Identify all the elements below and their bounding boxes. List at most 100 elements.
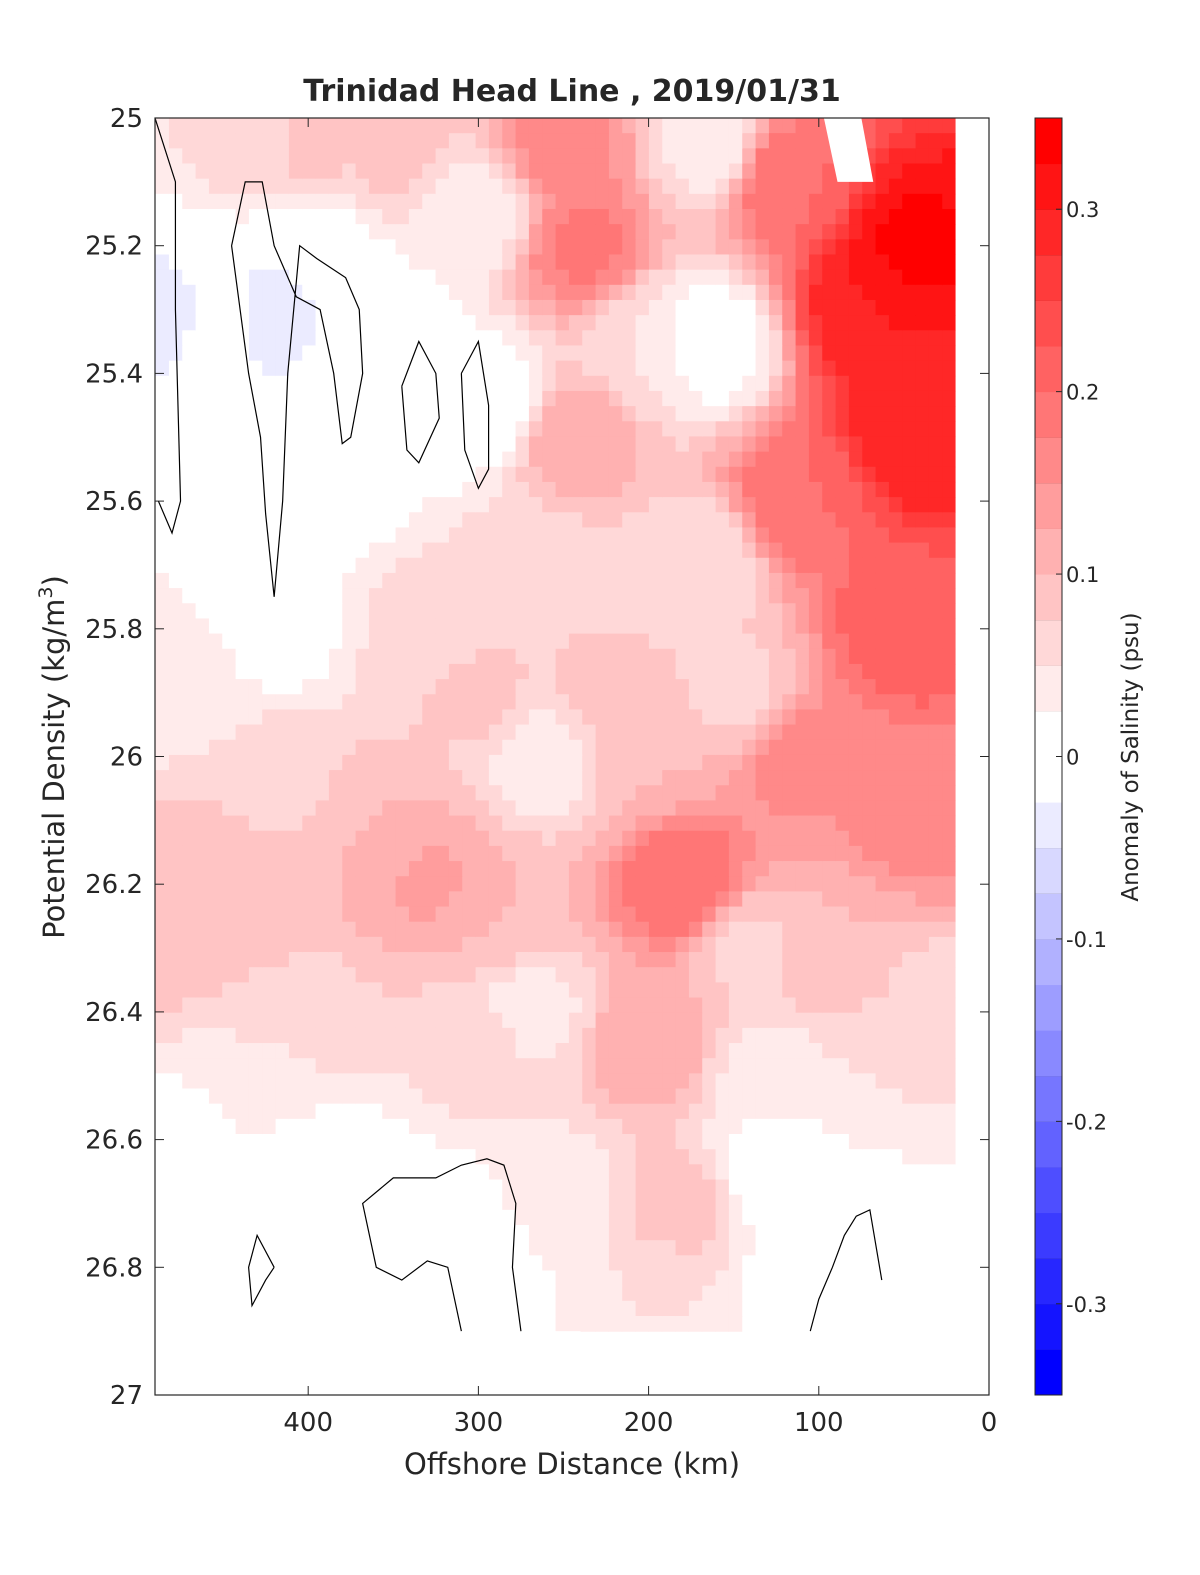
heatmap-cell bbox=[461, 679, 476, 695]
heatmap-cell bbox=[274, 1240, 289, 1256]
heatmap-cell bbox=[688, 572, 703, 589]
heatmap-cell bbox=[754, 284, 769, 301]
heatmap-cell bbox=[568, 118, 583, 134]
heatmap-cell bbox=[408, 845, 423, 862]
heatmap-cell bbox=[288, 739, 303, 756]
heatmap-cell bbox=[528, 1103, 543, 1120]
heatmap-cell bbox=[568, 178, 583, 195]
heatmap-cell bbox=[781, 830, 796, 847]
heatmap-cell bbox=[594, 118, 609, 134]
heatmap-cell bbox=[874, 1224, 889, 1241]
heatmap-cell bbox=[528, 1255, 543, 1272]
heatmap-cell bbox=[421, 982, 436, 999]
heatmap-cell bbox=[634, 1134, 649, 1150]
heatmap-cell bbox=[234, 481, 249, 498]
heatmap-cell bbox=[234, 1300, 249, 1317]
heatmap-cell bbox=[248, 254, 263, 271]
heatmap-cell bbox=[541, 1224, 556, 1241]
heatmap-cell bbox=[448, 1270, 463, 1287]
heatmap-cell bbox=[634, 557, 649, 574]
heatmap-cell bbox=[608, 1270, 623, 1287]
heatmap-cell bbox=[461, 952, 476, 968]
heatmap-cell bbox=[941, 178, 956, 195]
heatmap-cell bbox=[741, 451, 756, 468]
heatmap-cell bbox=[274, 527, 289, 544]
heatmap-cell bbox=[208, 724, 223, 741]
heatmap-cell bbox=[608, 603, 623, 620]
heatmap-cell bbox=[794, 269, 809, 286]
heatmap-cell bbox=[341, 497, 356, 513]
heatmap-cell bbox=[221, 466, 236, 483]
heatmap-cell bbox=[421, 845, 436, 862]
heatmap-cell bbox=[861, 694, 876, 711]
heatmap-cell bbox=[514, 1209, 529, 1226]
heatmap-cell bbox=[528, 572, 543, 589]
heatmap-cell bbox=[581, 1270, 596, 1287]
heatmap-cell bbox=[661, 436, 676, 453]
heatmap-cell bbox=[794, 299, 809, 316]
heatmap-cell bbox=[221, 254, 236, 271]
heatmap-cell bbox=[408, 254, 423, 271]
heatmap-cell bbox=[594, 315, 609, 331]
heatmap-cell bbox=[194, 800, 209, 817]
heatmap-cell bbox=[408, 876, 423, 892]
heatmap-cell bbox=[448, 542, 463, 559]
heatmap-cell bbox=[861, 800, 876, 817]
heatmap-cell bbox=[674, 785, 689, 801]
heatmap-cell bbox=[568, 224, 583, 240]
heatmap-cell bbox=[341, 557, 356, 574]
heatmap-cell bbox=[914, 390, 929, 407]
heatmap-cell bbox=[368, 208, 383, 225]
heatmap-cell bbox=[514, 694, 529, 711]
heatmap-cell bbox=[421, 663, 436, 680]
heatmap-cell bbox=[928, 906, 943, 923]
heatmap-cell bbox=[208, 1027, 223, 1044]
heatmap-cell bbox=[941, 1194, 956, 1211]
heatmap-cell bbox=[608, 815, 623, 832]
heatmap-cell bbox=[248, 1315, 263, 1332]
heatmap-cell bbox=[901, 618, 916, 635]
heatmap-cell bbox=[754, 254, 769, 271]
heatmap-cell bbox=[634, 315, 649, 331]
heatmap-cell bbox=[741, 497, 756, 513]
heatmap-cell bbox=[488, 952, 503, 968]
heatmap-cell bbox=[621, 148, 636, 165]
heatmap-cell bbox=[634, 390, 649, 407]
heatmap-cell bbox=[274, 1194, 289, 1211]
heatmap-cell bbox=[541, 572, 556, 589]
heatmap-cell bbox=[234, 572, 249, 589]
heatmap-cell bbox=[368, 952, 383, 968]
heatmap-cell bbox=[168, 861, 183, 877]
heatmap-cell bbox=[288, 1103, 303, 1120]
heatmap-cell bbox=[621, 193, 636, 210]
heatmap-cell bbox=[941, 1073, 956, 1090]
heatmap-cell bbox=[808, 1255, 823, 1272]
heatmap-cell bbox=[568, 1315, 583, 1332]
heatmap-cell bbox=[901, 572, 916, 589]
heatmap-cell bbox=[888, 466, 903, 483]
heatmap-cell bbox=[768, 876, 783, 892]
heatmap-cell bbox=[888, 982, 903, 999]
heatmap-cell bbox=[688, 118, 703, 134]
heatmap-cell bbox=[434, 497, 449, 513]
heatmap-cell bbox=[821, 512, 836, 529]
heatmap-cell bbox=[648, 1315, 663, 1332]
heatmap-cell bbox=[901, 360, 916, 377]
heatmap-cell bbox=[754, 679, 769, 695]
heatmap-cell bbox=[781, 845, 796, 862]
heatmap-cell bbox=[341, 1224, 356, 1241]
heatmap-cell bbox=[408, 709, 423, 726]
heatmap-cell bbox=[354, 1043, 369, 1059]
heatmap-cell bbox=[541, 618, 556, 635]
heatmap-cell bbox=[288, 436, 303, 453]
heatmap-cell bbox=[274, 588, 289, 604]
heatmap-cell bbox=[861, 739, 876, 756]
heatmap-cell bbox=[354, 512, 369, 529]
colorbar-level-block bbox=[1035, 118, 1062, 165]
heatmap-cell bbox=[354, 1179, 369, 1196]
heatmap-cell bbox=[234, 815, 249, 832]
heatmap-cell bbox=[621, 906, 636, 923]
heatmap-cell bbox=[621, 876, 636, 892]
heatmap-cell bbox=[394, 315, 409, 331]
heatmap-cell bbox=[728, 557, 743, 574]
